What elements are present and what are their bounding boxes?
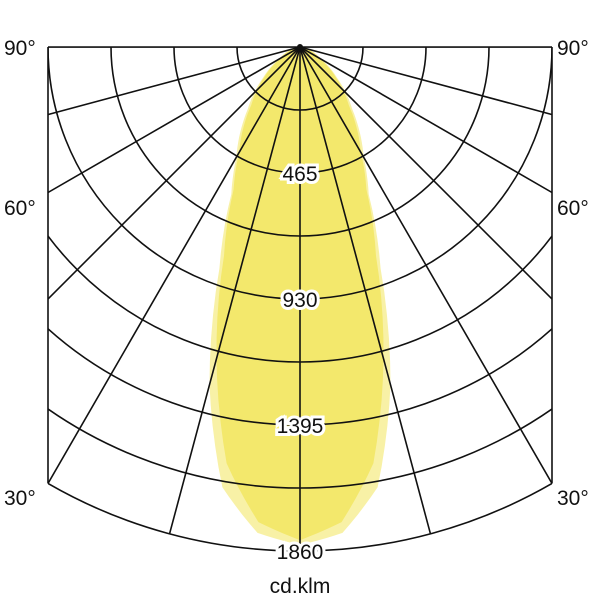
angle-label-right-60: 60°: [557, 197, 589, 220]
grid-ray: [48, 47, 301, 194]
angle-label-right-30: 30°: [557, 487, 589, 510]
grid-ray: [48, 47, 301, 301]
radial-tick-label: 465: [282, 163, 317, 186]
polar-grid: [48, 47, 552, 552]
grid-ray: [299, 47, 552, 194]
radial-tick-labels: 465 930 1395 1860: [274, 160, 327, 567]
grid-border: [47, 44, 553, 484]
angle-label-left-60: 60°: [4, 197, 36, 220]
radial-tick-label: 1395: [277, 415, 324, 438]
angle-label-left-30: 30°: [4, 487, 36, 510]
grid-ray: [299, 47, 432, 535]
grid-ray: [299, 47, 552, 301]
unit-label: cd.klm: [270, 575, 331, 598]
grid-ray: [299, 47, 552, 484]
grid-ray: [48, 47, 301, 116]
grid-ray: [299, 47, 552, 116]
grid-ray: [48, 47, 301, 484]
angle-label-right-90: 90°: [557, 37, 589, 60]
grid-ray: [168, 47, 301, 535]
origin-point: [297, 44, 303, 50]
radial-tick-label: 930: [282, 289, 317, 312]
angle-label-left-90: 90°: [4, 37, 36, 60]
radial-tick-label: 1860: [277, 541, 324, 564]
